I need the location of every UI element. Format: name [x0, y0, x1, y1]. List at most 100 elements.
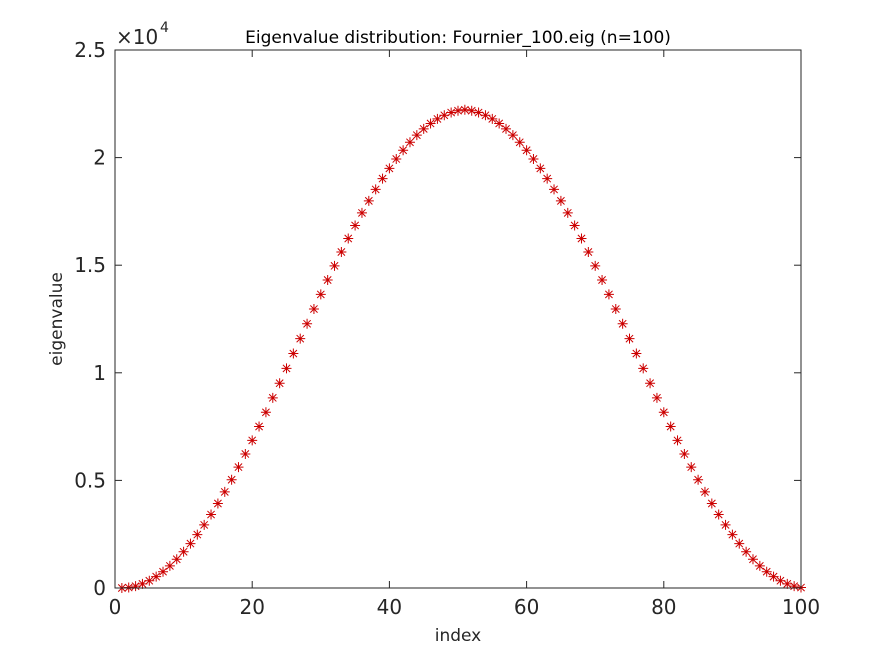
x-tick-label: 60 — [514, 595, 539, 619]
data-point — [404, 137, 415, 148]
data-point — [158, 566, 169, 577]
data-point — [247, 435, 258, 446]
data-point — [446, 107, 457, 118]
data-point — [535, 163, 546, 174]
data-point — [274, 378, 285, 389]
data-point — [398, 145, 409, 156]
data-point — [439, 110, 450, 121]
y-tick-label: 2.5 — [74, 38, 106, 62]
data-point — [768, 571, 779, 582]
data-point — [336, 246, 347, 257]
data-point — [528, 153, 539, 164]
data-point — [370, 184, 381, 195]
data-point — [576, 233, 587, 244]
data-point — [178, 546, 189, 557]
y-axis-label: eigenvalue — [47, 272, 67, 366]
data-point — [727, 529, 738, 540]
data-point — [171, 554, 182, 565]
data-point — [391, 153, 402, 164]
y-tick-label: 0.5 — [74, 468, 106, 492]
data-point — [686, 462, 697, 473]
data-point — [583, 246, 594, 257]
data-point — [741, 546, 752, 557]
data-point — [665, 421, 676, 432]
data-point — [453, 105, 463, 116]
data-point — [754, 560, 765, 571]
x-tick-label: 40 — [377, 595, 402, 619]
data-point — [521, 145, 532, 156]
data-point — [542, 173, 553, 184]
x-tick-label: 0 — [109, 595, 122, 619]
data-point — [747, 554, 758, 565]
data-point — [219, 486, 230, 497]
data-point — [206, 509, 217, 520]
data-point — [466, 105, 477, 116]
data-point — [199, 519, 210, 530]
data-point — [260, 407, 271, 418]
data-point — [679, 448, 690, 459]
data-point — [789, 581, 800, 592]
data-point — [480, 110, 491, 121]
data-point — [720, 519, 731, 530]
data-point — [610, 304, 621, 315]
data-point — [638, 363, 649, 374]
data-point — [137, 578, 148, 589]
data-point — [775, 575, 786, 586]
data-point — [329, 260, 340, 271]
data-point — [315, 289, 326, 300]
data-point — [411, 130, 422, 141]
data-point — [254, 421, 265, 432]
data-markers — [116, 104, 806, 593]
data-point — [425, 118, 436, 129]
data-point — [350, 220, 361, 231]
data-point — [645, 378, 656, 389]
data-point — [706, 498, 717, 509]
y-tick-label: 2 — [93, 146, 106, 170]
data-point — [494, 118, 505, 129]
data-point — [487, 113, 498, 124]
data-point — [130, 581, 141, 592]
data-point — [192, 529, 203, 540]
data-point — [569, 220, 580, 231]
data-point — [281, 363, 292, 374]
plot-area — [115, 50, 801, 588]
data-point — [603, 289, 614, 300]
y-tick-label: 0 — [93, 576, 106, 600]
data-point — [343, 233, 354, 244]
y-axis-exponent-base: ×10 — [116, 25, 158, 49]
x-axis-label: index — [435, 626, 482, 646]
x-axis-ticks: 0 20 40 60 80 100 — [109, 50, 820, 619]
data-point — [226, 474, 237, 485]
axes-box — [114, 49, 802, 589]
data-point — [761, 566, 772, 577]
data-point — [658, 407, 669, 418]
x-tick-label: 80 — [651, 595, 676, 619]
data-point — [672, 435, 683, 446]
data-point — [212, 498, 223, 509]
y-axis-ticks: 0 0.5 1 1.5 2 2.5 — [74, 38, 801, 600]
y-axis-exponent-power: 4 — [160, 20, 169, 36]
data-point — [233, 462, 244, 473]
x-tick-label: 20 — [239, 595, 264, 619]
data-point — [617, 318, 628, 329]
data-point — [597, 274, 608, 285]
data-point — [713, 509, 724, 520]
x-tick-label: 100 — [782, 595, 820, 619]
data-point — [302, 318, 313, 329]
data-point — [295, 333, 306, 344]
data-point — [308, 304, 319, 315]
data-point — [699, 486, 710, 497]
data-point — [363, 195, 374, 206]
data-point — [734, 538, 745, 549]
data-point — [549, 184, 560, 195]
y-tick-label: 1 — [93, 361, 106, 385]
data-point — [782, 578, 793, 589]
data-point — [240, 448, 251, 459]
data-point — [507, 130, 518, 141]
data-point — [432, 113, 443, 124]
data-point — [151, 571, 162, 582]
data-point — [418, 123, 429, 134]
data-point — [459, 104, 470, 115]
data-point — [185, 538, 196, 549]
